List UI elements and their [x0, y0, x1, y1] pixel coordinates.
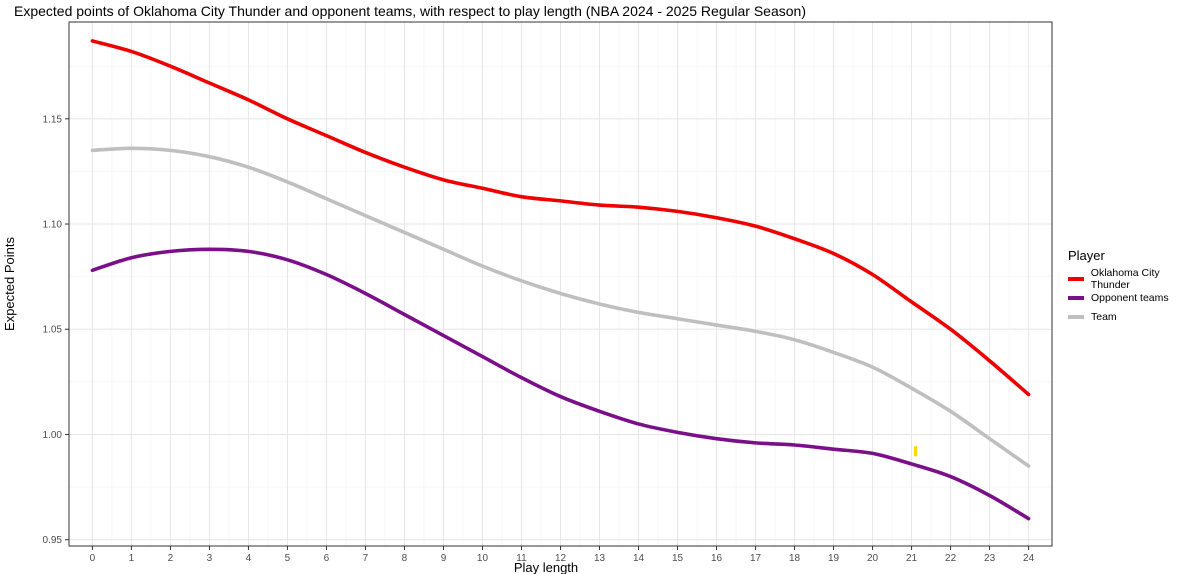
y-tick-label: 1.15	[43, 114, 63, 125]
x-tick-label: 13	[594, 553, 606, 564]
legend-item-thunder: Oklahoma City Thunder	[1068, 266, 1200, 291]
x-tick-label: 4	[246, 553, 252, 564]
x-tick-label: 9	[441, 553, 447, 564]
series-lines	[90, 39, 1031, 521]
x-tick-label: 8	[402, 553, 408, 564]
series-line-oklahoma-city-thunder	[90, 39, 1031, 397]
chart-title: Expected points of Oklahoma City Thunder…	[14, 3, 806, 19]
grid-major	[69, 22, 1052, 546]
legend-item-opponents: Opponent teams	[1068, 288, 1200, 307]
x-tick-label: 20	[867, 553, 879, 564]
legend-key-opponents	[1068, 295, 1084, 300]
x-axis: 0 1 2 3 4 5 6 7 8 9 10 11 12 13 14 15 16 17 18 19 20 21 22 23 24	[90, 546, 1035, 564]
x-tick-label: 0	[90, 553, 96, 564]
y-tick-label: 0.95	[43, 535, 63, 546]
y-tick-label: 1.05	[43, 325, 63, 336]
x-tick-label: 21	[906, 553, 918, 564]
x-tick-label: 16	[711, 553, 723, 564]
x-tick-label: 23	[984, 553, 996, 564]
legend-label-team: Team	[1091, 310, 1117, 323]
x-tick-label: 17	[750, 553, 762, 564]
y-axis: 0.95 1.00 1.05 1.10 1.15	[43, 114, 69, 546]
x-tick-label: 3	[207, 553, 213, 564]
legend-label-thunder: Oklahoma City Thunder	[1090, 266, 1160, 291]
x-tick-label: 1	[129, 553, 135, 564]
y-axis-label: Expected Points	[2, 237, 17, 331]
x-tick-label: 11	[516, 553, 527, 564]
y-tick-label: 1.00	[43, 430, 63, 441]
legend-key-thunder	[1068, 276, 1084, 281]
x-tick-label: 15	[672, 553, 684, 564]
x-tick-label: 6	[324, 553, 330, 564]
x-tick-label: 19	[828, 553, 840, 564]
x-tick-label: 14	[633, 553, 645, 564]
x-tick-label: 5	[285, 553, 291, 564]
legend: Player Oklahoma City Thunder Opponent te…	[1068, 248, 1200, 326]
annotation-marker	[913, 446, 917, 457]
series-line-team	[90, 146, 1031, 468]
x-tick-label: 10	[477, 553, 489, 564]
x-axis-label: Play length	[514, 560, 578, 574]
series-line-opponent-teams	[90, 247, 1031, 521]
legend-label-opponents: Opponent teams	[1091, 291, 1169, 304]
y-tick-label: 1.10	[43, 220, 63, 231]
legend-key-team	[1068, 314, 1084, 319]
x-tick-label: 2	[168, 553, 174, 564]
x-tick-label: 22	[945, 553, 957, 564]
legend-title: Player	[1068, 248, 1105, 263]
x-tick-label: 24	[1023, 553, 1035, 564]
x-tick-label: 12	[555, 553, 567, 564]
x-tick-label: 7	[363, 553, 369, 564]
x-tick-label: 18	[789, 553, 801, 564]
annotations	[913, 446, 917, 457]
legend-item-team: Team	[1068, 307, 1200, 326]
